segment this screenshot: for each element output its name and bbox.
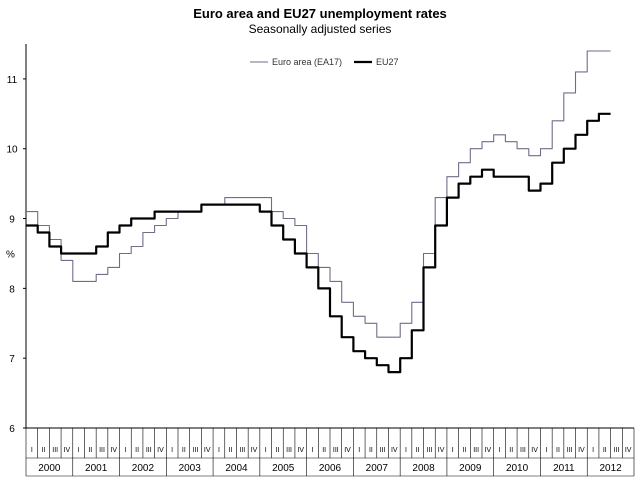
quarter-label: I bbox=[592, 447, 594, 454]
y-tick-label: 11 bbox=[7, 75, 18, 86]
quarter-label: II bbox=[603, 447, 607, 454]
year-label: 2012 bbox=[599, 463, 622, 474]
year-label: 2010 bbox=[506, 463, 529, 474]
year-label: 2005 bbox=[272, 463, 295, 474]
year-label: 2008 bbox=[412, 463, 435, 474]
quarter-label: I bbox=[218, 447, 220, 454]
quarter-label: II bbox=[509, 447, 513, 454]
quarter-label: II bbox=[88, 447, 92, 454]
quarter-label: I bbox=[124, 447, 126, 454]
quarter-label: IV bbox=[110, 447, 117, 454]
quarter-label: III bbox=[286, 447, 292, 454]
year-label: 2011 bbox=[553, 463, 575, 474]
quarter-label: III bbox=[99, 447, 105, 454]
quarter-label: III bbox=[193, 447, 199, 454]
quarter-label: IV bbox=[438, 447, 445, 454]
quarter-label: II bbox=[416, 447, 420, 454]
y-tick-label: 9 bbox=[9, 215, 15, 226]
quarter-label: I bbox=[311, 447, 313, 454]
quarter-label: III bbox=[520, 447, 526, 454]
y-tick-label: 10 bbox=[6, 145, 18, 156]
year-label: 2004 bbox=[225, 463, 248, 474]
y-tick-label: 8 bbox=[9, 284, 15, 295]
year-label: 2003 bbox=[179, 463, 202, 474]
quarter-label: II bbox=[322, 447, 326, 454]
quarter-label: III bbox=[473, 447, 479, 454]
y-tick-label: 6 bbox=[9, 424, 15, 435]
quarter-label: IV bbox=[204, 447, 211, 454]
quarter-label: I bbox=[358, 447, 360, 454]
quarter-label: III bbox=[614, 447, 620, 454]
quarter-label: IV bbox=[157, 447, 164, 454]
quarter-label: IV bbox=[531, 447, 538, 454]
quarter-label: II bbox=[135, 447, 139, 454]
quarter-label: I bbox=[405, 447, 407, 454]
year-label: 2007 bbox=[366, 463, 389, 474]
quarter-label: III bbox=[567, 447, 573, 454]
year-label: 2000 bbox=[38, 463, 61, 474]
legend: Euro area (EA17) EU27 bbox=[250, 57, 399, 67]
quarter-label: IV bbox=[625, 447, 632, 454]
quarter-label: I bbox=[171, 447, 173, 454]
quarter-label: III bbox=[146, 447, 152, 454]
quarter-label: III bbox=[380, 447, 386, 454]
quarter-label: I bbox=[545, 447, 547, 454]
quarter-label: II bbox=[229, 447, 233, 454]
quarter-label: IV bbox=[485, 447, 492, 454]
series-lines bbox=[26, 50, 611, 374]
quarter-label: II bbox=[182, 447, 186, 454]
quarter-label: I bbox=[78, 447, 80, 454]
y-tick-label: 7 bbox=[9, 354, 15, 365]
quarter-label: IV bbox=[578, 447, 585, 454]
quarter-label: II bbox=[369, 447, 373, 454]
year-label: 2002 bbox=[132, 463, 155, 474]
quarter-label: I bbox=[31, 447, 33, 454]
quarter-label: III bbox=[239, 447, 245, 454]
quarter-label: III bbox=[333, 447, 339, 454]
quarter-label: II bbox=[556, 447, 560, 454]
legend-label-euro-area: Euro area (EA17) bbox=[272, 57, 342, 67]
chart-title: Euro area and EU27 unemployment rates bbox=[193, 6, 447, 21]
year-label: 2006 bbox=[319, 463, 342, 474]
y-axis-label: % bbox=[6, 249, 15, 260]
legend-label-eu27: EU27 bbox=[376, 57, 399, 67]
quarter-label: IV bbox=[64, 447, 71, 454]
quarter-label: I bbox=[452, 447, 454, 454]
quarter-label: III bbox=[426, 447, 432, 454]
quarter-label: III bbox=[52, 447, 58, 454]
quarter-label: I bbox=[499, 447, 501, 454]
quarter-label: IV bbox=[251, 447, 258, 454]
quarter-label: II bbox=[275, 447, 279, 454]
quarter-label: IV bbox=[297, 447, 304, 454]
quarter-label: II bbox=[463, 447, 467, 454]
year-label: 2001 bbox=[85, 463, 108, 474]
series-line-euro-area bbox=[26, 50, 611, 338]
chart-subtitle: Seasonally adjusted series bbox=[249, 22, 392, 36]
quarter-label: I bbox=[265, 447, 267, 454]
quarter-label: IV bbox=[344, 447, 351, 454]
quarter-label: IV bbox=[391, 447, 398, 454]
series-line-eu27 bbox=[26, 112, 611, 374]
quarter-label: II bbox=[42, 447, 46, 454]
year-label: 2009 bbox=[459, 463, 482, 474]
